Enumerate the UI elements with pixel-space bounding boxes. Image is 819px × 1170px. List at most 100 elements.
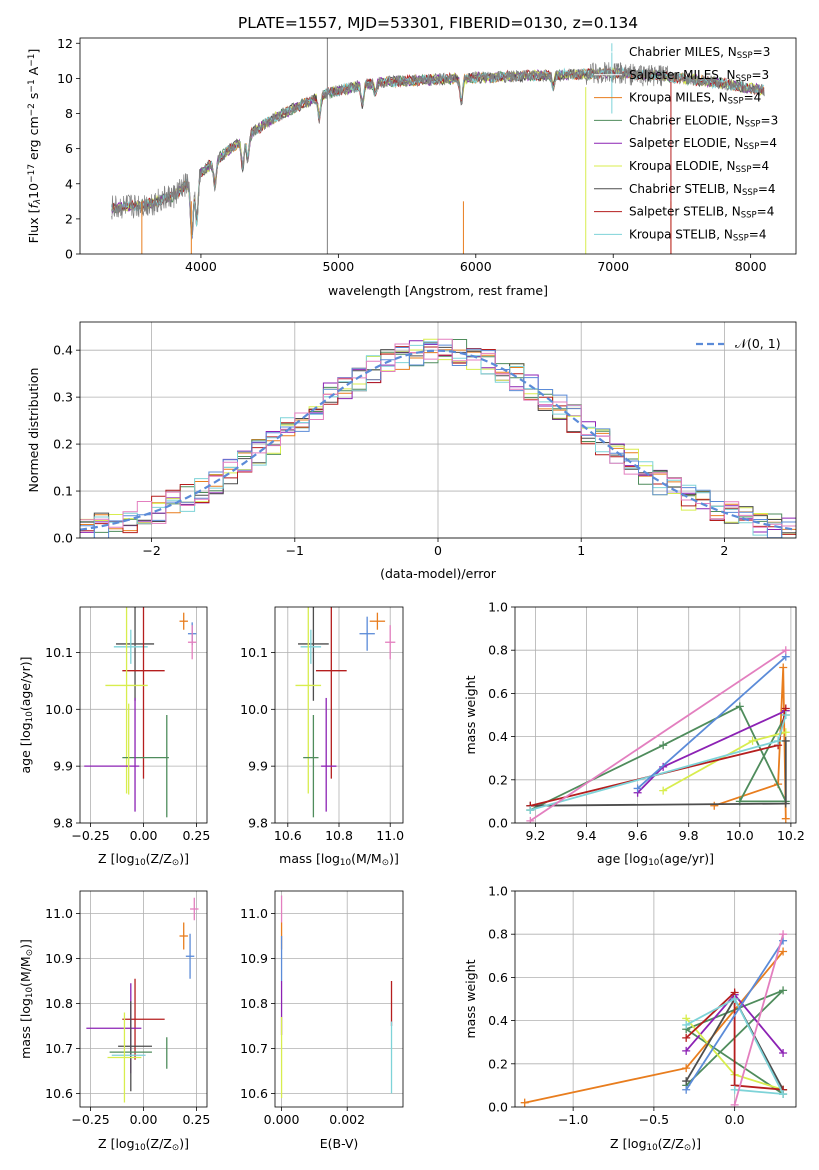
axes-frame <box>79 890 208 1108</box>
y-tick-label: 9.8 <box>248 816 268 831</box>
plot-area-age_vs_mass <box>295 607 396 818</box>
y-tick-label: 0.4 <box>488 729 508 744</box>
weight-line <box>685 990 784 1091</box>
weight-point-marker <box>779 1090 788 1099</box>
histogram-steps <box>80 341 796 538</box>
x-tick-label: −0.5 <box>639 1112 669 1127</box>
x-tick-label: 0.0 <box>725 1112 745 1127</box>
x-tick-label: 10.8 <box>325 828 353 843</box>
y-tick-label: 10.9 <box>45 951 73 966</box>
histogram-steps <box>80 341 796 534</box>
weight-point-marker <box>659 741 668 750</box>
weight-point-marker <box>682 1046 691 1055</box>
y-tick-label: 12 <box>57 36 73 51</box>
legend-label: Kroupa MILES, NSSP=4 <box>629 91 761 107</box>
axes-frame <box>514 606 797 824</box>
axes-mass_vs_EBV: 0.000 0.002 10.6 10.7 10.8 10.9 11.0 E(B-V) <box>240 890 404 1151</box>
weight-point-marker <box>779 930 788 939</box>
y-tick-label: 0.4 <box>488 1013 508 1028</box>
axes-spectrum: 4000 5000 6000 7000 8000 0 2 4 6 8 10 12 Chabrier MI… <box>26 36 797 298</box>
x-tick-label: 7000 <box>597 259 629 274</box>
y-tick-label: 10.1 <box>45 645 73 660</box>
x-tick-label: −0.25 <box>71 1112 109 1127</box>
y-tick-label: 10.7 <box>240 1041 268 1056</box>
weight-point-marker <box>779 947 788 956</box>
figure-title: PLATE=1557, MJD=53301, FIBERID=0130, z=0… <box>238 14 638 32</box>
y-tick-label: 1.0 <box>488 600 508 615</box>
y-tick-label: 9.9 <box>53 759 73 774</box>
y-tick-label: 8 <box>65 106 73 121</box>
x-tick-label: 0.25 <box>182 1112 210 1127</box>
x-tick-label: 9.2 <box>525 828 545 843</box>
y-tick-label: 9.8 <box>53 816 73 831</box>
model-spectrum-line <box>111 67 765 238</box>
y-tick-label: 0.4 <box>53 343 73 358</box>
axes-residuals: −2 −1 0 1 2 0.0 0.1 0.2 0.3 0.4 𝒩(0, 1) (data-model… <box>26 321 797 581</box>
plot-area-weight_vs_age <box>526 646 790 823</box>
weight-point-marker <box>526 816 535 823</box>
y-tick-label: 0.0 <box>53 531 73 546</box>
weight-line <box>733 933 784 1106</box>
y-tick-label: 0.0 <box>488 816 508 831</box>
y-axis-label: mass weight <box>463 959 478 1038</box>
x-tick-label: 1 <box>577 543 585 558</box>
x-tick-label: 0.000 <box>264 1112 300 1127</box>
y-tick-label: 11.0 <box>240 906 268 921</box>
normal-reference-curve <box>80 349 796 531</box>
y-tick-label: 10 <box>57 71 73 86</box>
y-tick-label: 0.2 <box>488 1056 508 1071</box>
axes-age_vs_Z: −0.25 0.00 0.25 9.8 9.9 10.0 10.1 Z [log10(Z/Z⊙… <box>18 606 210 868</box>
weight-point-marker <box>779 663 788 672</box>
weight-point-marker <box>730 1100 739 1107</box>
y-tick-label: 0.0 <box>488 1100 508 1115</box>
x-tick-label: −1 <box>286 543 304 558</box>
weight-point-marker <box>682 1033 691 1042</box>
histogram-steps <box>80 338 796 528</box>
plot-area-age_vs_Z <box>84 607 197 818</box>
x-tick-label: 2 <box>720 543 728 558</box>
y-axis-label: mass [log10(M/M⊙)] <box>18 939 35 1059</box>
weight-point-marker <box>781 646 790 655</box>
y-axis-label: mass weight <box>463 675 478 754</box>
x-tick-label: 6000 <box>460 259 492 274</box>
weight-line <box>529 705 788 811</box>
y-tick-label: 4 <box>65 176 73 191</box>
weight-point-marker <box>774 736 783 745</box>
weight-point-marker <box>735 702 744 711</box>
x-tick-label: 5000 <box>322 259 354 274</box>
x-tick-label: 0.00 <box>130 1112 158 1127</box>
weight-point-marker <box>682 1064 691 1073</box>
axes-weight_vs_Z: −1.0 −0.5 0.0 0.0 0.2 0.4 0.6 0.8 1.0 Z [log10(Z/… <box>463 884 797 1153</box>
weight-point-marker <box>730 995 739 1003</box>
y-tick-label: 10.0 <box>45 702 73 717</box>
x-tick-label: 9.4 <box>577 828 597 843</box>
weight-line <box>685 997 785 1096</box>
weight-point-marker <box>781 814 790 823</box>
x-tick-label: 9.6 <box>628 828 648 843</box>
axes-frame <box>274 890 404 1108</box>
plot-area-weight_vs_Z <box>520 930 788 1107</box>
weight-point-marker <box>779 986 788 995</box>
plot-area-mass_vs_Z <box>86 897 199 1103</box>
weight-point-marker <box>781 799 790 808</box>
x-tick-label: 4000 <box>185 259 217 274</box>
weight-point-marker <box>710 801 719 810</box>
x-tick-label: 8000 <box>735 259 767 274</box>
x-axis-label: age [log10(age/yr)] <box>597 851 714 868</box>
weight-point-marker <box>779 1049 788 1057</box>
plot-area-mass_vs_EBV <box>280 895 393 1098</box>
x-axis-label: Z [log10(Z/Z⊙)] <box>98 1136 189 1153</box>
observed-spectrum-line <box>111 61 765 235</box>
y-axis-label: Normed distribution <box>26 368 41 493</box>
plot-area-residuals <box>80 338 796 538</box>
x-axis-label: (data-model)/error <box>380 566 497 581</box>
weight-line <box>685 940 784 1091</box>
legend-label: Kroupa ELODIE, NSSP=4 <box>629 159 769 175</box>
y-tick-label: 11.0 <box>45 906 73 921</box>
weight-point-marker <box>781 711 790 719</box>
axes-frame <box>274 606 404 824</box>
y-tick-label: 10.8 <box>45 996 73 1011</box>
weight-point-marker <box>748 736 757 745</box>
axes-frame <box>79 37 797 255</box>
y-tick-label: 0.1 <box>53 484 73 499</box>
